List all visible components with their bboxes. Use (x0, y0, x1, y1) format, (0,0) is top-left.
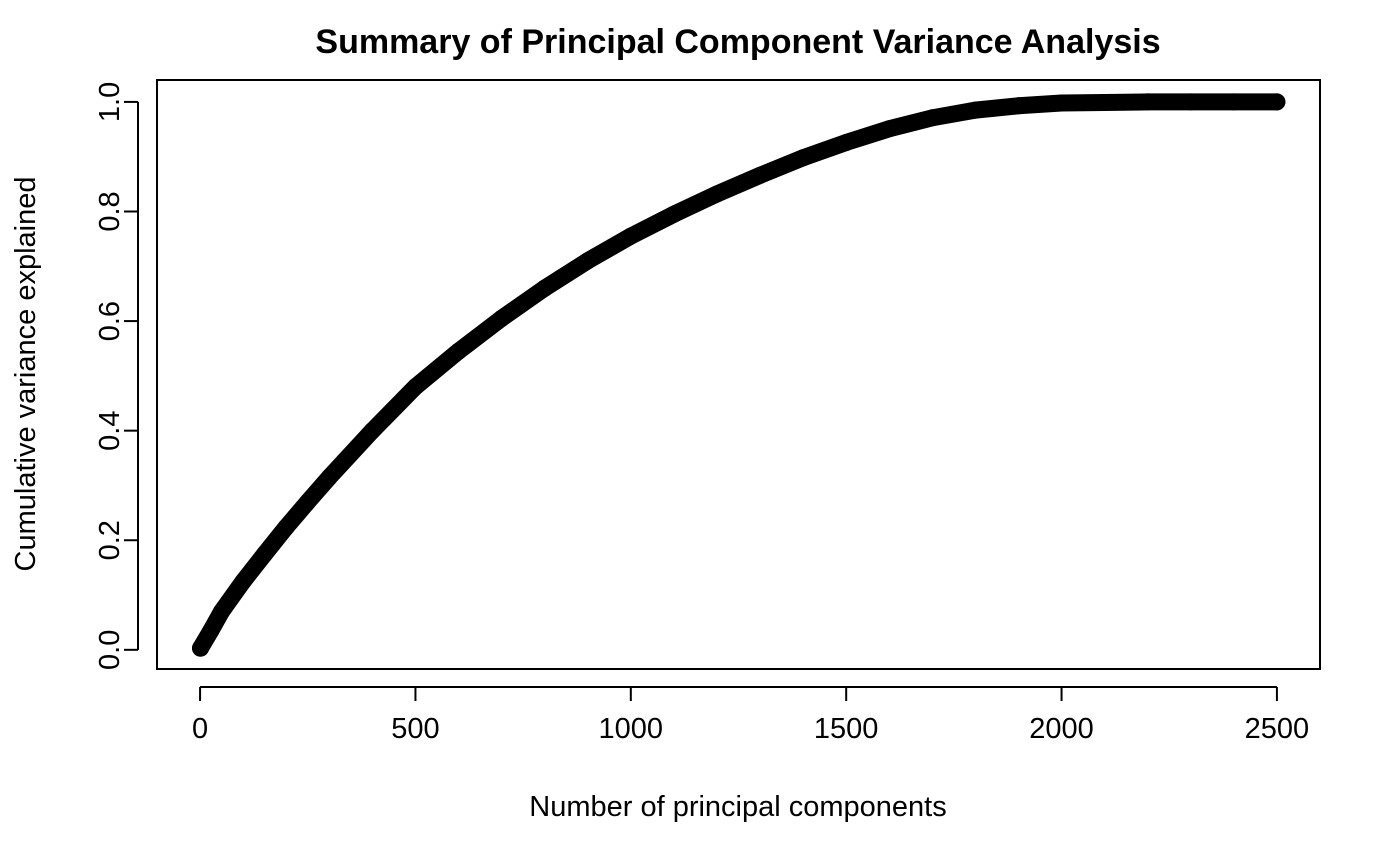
x-tick-label: 0 (192, 713, 208, 745)
x-tick-label: 500 (391, 713, 439, 745)
data-point (622, 227, 640, 245)
series-line (192, 93, 1286, 657)
data-point (363, 422, 381, 440)
data-point (299, 493, 317, 511)
plot-frame (156, 79, 1321, 670)
data-point (320, 468, 338, 486)
data-point (1009, 97, 1027, 115)
y-tick-label: 1.0 (94, 82, 126, 122)
data-point (536, 279, 554, 297)
y-axis: 0.0 0.2 0.4 0.6 0.8 1.0 (94, 82, 139, 670)
data-point (277, 518, 295, 536)
x-tick-label: 1000 (599, 713, 664, 745)
x-axis-label: Number of principal components (529, 791, 946, 823)
data-point (708, 185, 726, 203)
data-point (192, 639, 210, 657)
data-point (213, 602, 231, 620)
data-point (493, 309, 511, 327)
data-point (256, 545, 274, 563)
x-axis: 0 500 1000 1500 2000 2500 (192, 686, 1310, 745)
y-tick-label: 0.8 (94, 191, 126, 231)
data-point (450, 342, 468, 360)
data-point (923, 109, 941, 127)
data-point (406, 378, 424, 396)
x-tick-label: 2000 (1029, 713, 1094, 745)
y-axis-label: Cumulative variance explained (10, 177, 42, 572)
data-point (1268, 93, 1286, 111)
data-point (665, 205, 683, 223)
data-point (966, 101, 984, 119)
data-point (837, 133, 855, 151)
data-point (1182, 93, 1200, 111)
data-point (1096, 93, 1114, 111)
chart-title: Summary of Principal Component Variance … (315, 23, 1160, 61)
series-group (192, 93, 1286, 657)
y-tick-label: 0.2 (94, 520, 126, 560)
y-tick-label: 0.0 (94, 630, 126, 670)
data-point (1139, 93, 1157, 111)
data-point (751, 166, 769, 184)
data-point (880, 120, 898, 138)
x-tick-label: 1500 (814, 713, 879, 745)
data-point (579, 252, 597, 270)
data-point (1225, 93, 1243, 111)
x-tick-label: 2500 (1245, 713, 1310, 745)
y-tick-label: 0.4 (94, 410, 126, 450)
data-point (1053, 94, 1071, 112)
data-point (202, 622, 220, 640)
y-tick-label: 0.6 (94, 301, 126, 341)
data-point (234, 572, 252, 590)
data-point (794, 149, 812, 167)
